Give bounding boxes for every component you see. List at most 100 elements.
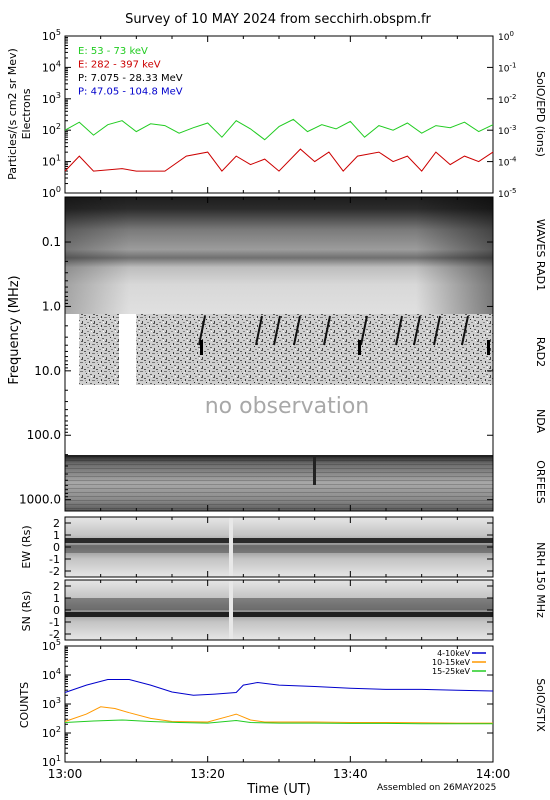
nrh-ew-tick-label: -1 [49,553,60,566]
nrh-sn-tick-label: 1 [53,592,60,605]
epd-axis-ticks: 100 101 102 103 104 105 10-5 10-4 10-3 10-2 10-1 10… [42,28,517,200]
time-tick-label: 14:00 [476,767,511,781]
rad2-spectrum-left [79,314,119,385]
epd-legend-entry: P: 7.075 - 28.33 MeV [78,73,183,84]
nda-right-label: NDA [534,409,547,434]
epd-left-tick-label: 105 [42,28,61,43]
stix-tick-label: 104 [42,667,61,682]
epd-ylabel-line1: Particles/(s cm2 sr Mev) [6,48,19,180]
nrh-ew-tick-label: 2 [53,517,60,530]
orfees-burst [313,455,316,485]
epd-right-tick-label: 10-5 [498,187,516,200]
nrh-sn-tick-label: 0 [53,604,60,617]
epd-left-tick-label: 102 [42,122,61,137]
time-tick-label: 13:40 [333,767,368,781]
waves-edge-shading [65,197,493,314]
epd-right-tick-label: 10-3 [498,124,516,137]
time-axis-label: Time (UT) [246,782,311,797]
rad2-burst-streak [413,315,421,346]
stix-series-line-0 [64,679,494,696]
nrh-sn-band-2 [65,612,493,617]
epd-frame [64,35,494,194]
epd-left-tick-label: 104 [42,59,61,74]
stix-ylabel: COUNTS [18,682,31,728]
epd-left-tick-label: 101 [42,154,61,169]
spectrum-ylabel: Frequency (MHz) [7,275,22,384]
nrh-ew-tick-label: 1 [53,529,60,542]
rad2-burst-block [200,340,203,355]
stix-legend-label: 4-10keV [437,649,470,658]
orfees-right-label: ORFEES [534,460,547,504]
spectrum-axis-ticks: 0.1 1.0 10.0 100.0 1000.0 [19,235,493,507]
epd-ylabel-line2: Electrons [20,88,33,139]
stix-frame [64,645,494,763]
epd-legend-entry: P: 47.05 - 104.8 MeV [78,87,183,98]
nrh-ew-gap [229,517,233,577]
epd-right-tick-label: 100 [498,30,514,43]
epd-right-tick-label: 10-1 [498,61,516,74]
epd-legend-entry: E: 53 - 73 keV [78,46,148,57]
epd-legend: E: 53 - 73 keV E: 282 - 397 keV P: 7.075 -… [78,46,183,98]
nrh-ew-tick-label: -2 [49,565,60,578]
epd-left-tick-label: 103 [42,91,61,106]
rad2-burst-block [487,340,490,355]
stix-tick-label: 102 [42,725,61,740]
spectrum-tick-label: 10.0 [34,364,61,378]
epd-right-label: SolO/EPD (ions) [534,71,547,157]
rad2-burst-streak [433,315,441,346]
nrh-sn-ylabel: SN (Rs) [20,591,33,632]
epd-series [64,118,494,172]
spectrum-tick-label: 1.0 [42,299,61,313]
figure-title: Survey of 10 MAY 2024 from secchirh.obsp… [125,12,431,27]
epd-right-tick-label: 10-4 [498,156,517,169]
rad2-bursts [198,315,490,355]
stix-tick-label: 105 [42,638,61,653]
waves-right-label: WAVES RAD1 [534,219,547,291]
nrh-sn-gap [229,580,233,640]
rad2-burst-streak [273,315,281,346]
spectrum-tick-label: 100.0 [27,428,61,442]
nrh-sn-tick-label: 2 [53,580,60,593]
orfees-stripes [65,455,493,511]
stix-legend-label: 15-25keV [432,667,471,676]
epd-right-tick-label: 10-2 [498,93,516,106]
rad2-burst-streak [395,315,403,346]
nrh-sn-band-1 [65,598,493,610]
rad2-burst-streak [323,315,331,346]
stix-legend-label: 10-15keV [432,658,471,667]
epd-series-line-0 [64,118,494,141]
nrh-sn-tick-label: -1 [49,616,60,629]
spectrum-tick-label: 0.1 [42,235,61,249]
spectrum-tick-label: 1000.0 [19,493,61,507]
stix-series [64,679,494,725]
rad2-burst-streak [461,315,469,346]
rad2-burst-streak [255,315,263,346]
nrh-ew-tick-label: 0 [53,541,60,554]
time-axis-ticks: 13:00 13:20 13:40 14:00 [48,36,511,781]
rad2-burst-streak [360,315,368,346]
stix-series-line-1 [64,706,493,724]
rad2-burst-streak [293,315,301,346]
rad2-burst-block [358,340,361,355]
nrh-ew-limb-band [65,538,493,543]
time-tick-label: 13:20 [190,767,225,781]
epd-legend-entry: E: 282 - 397 keV [78,60,161,71]
stix-series-line-2 [64,719,493,725]
nrh-ew-ylabel: EW (Rs) [20,525,33,568]
epd-left-tick-label: 100 [42,185,61,200]
assembled-footer: Assembled on 26MAY2025 [377,783,496,793]
rad2-right-label: RAD2 [534,337,547,367]
epd-series-line-1 [64,148,494,172]
nrh-sn-tick-label: -2 [49,628,60,641]
stix-tick-label: 101 [42,754,61,769]
no-observation-annotation: no observation [205,394,370,419]
rad2-spectrum-right [136,314,493,385]
time-tick-label: 13:00 [48,767,83,781]
nrh-ew-center-band [65,545,493,553]
stix-right-label: SolO/STIX [534,678,547,732]
